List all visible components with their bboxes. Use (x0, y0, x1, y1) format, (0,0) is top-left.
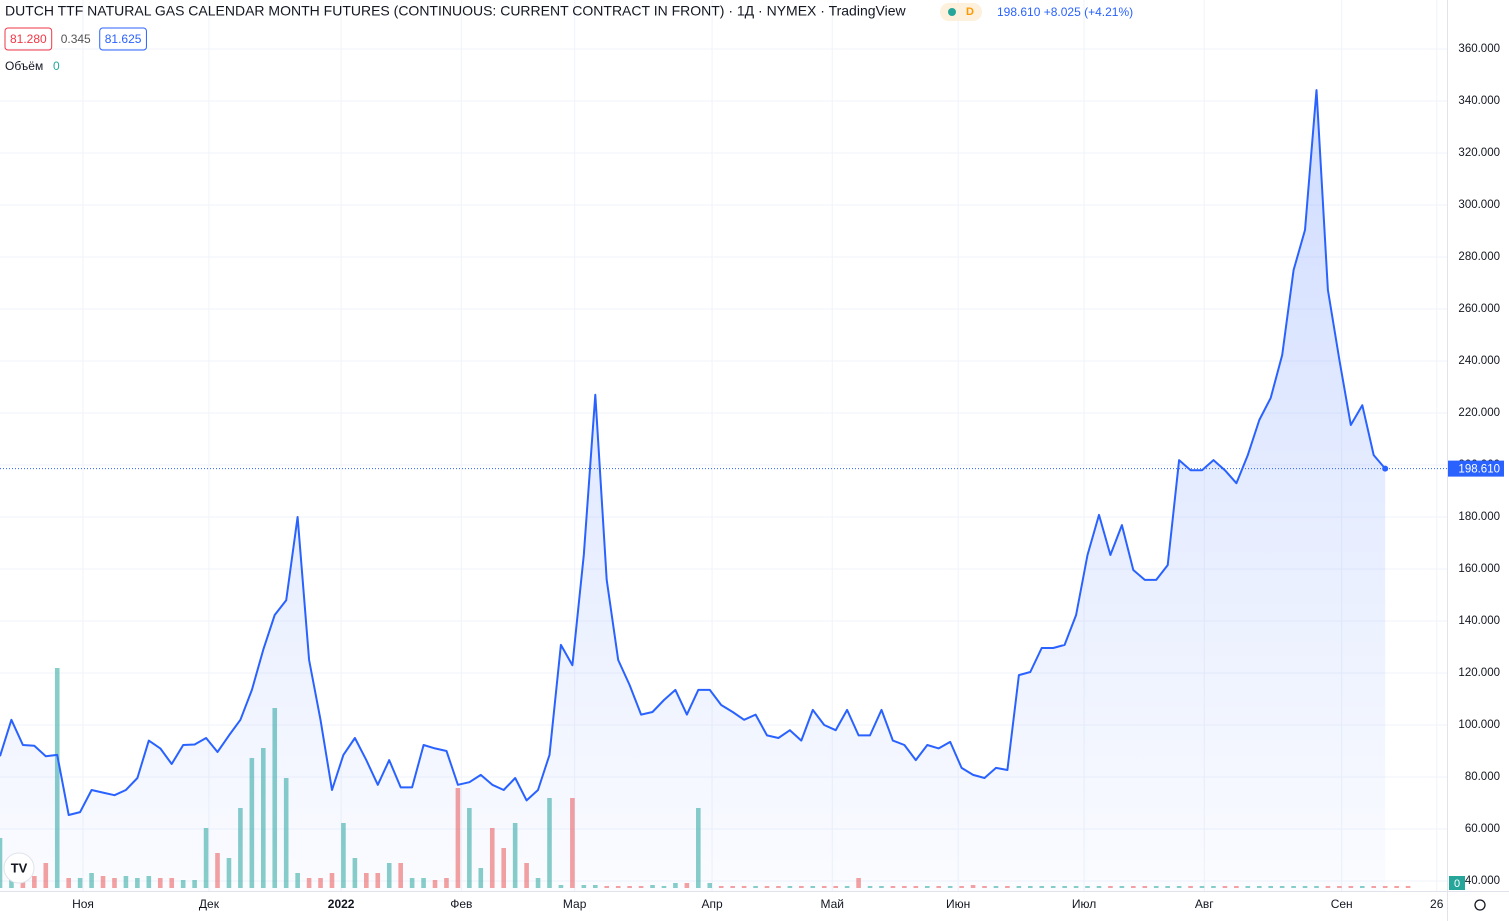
price-line (0, 89, 1386, 816)
y-tick-label: 180.000 (1458, 511, 1500, 523)
y-tick-label: 140.000 (1458, 615, 1500, 627)
quote: 198.610 +8.025 (+4.21%) (997, 5, 1133, 19)
x-tick-label: Май (820, 897, 844, 911)
legend-value: 81.280 (10, 32, 47, 46)
y-tick-label: 260.000 (1458, 303, 1500, 315)
y-tick-label: 240.000 (1458, 355, 1500, 367)
tv-logo: TV (3, 852, 35, 884)
y-tick-label: 320.000 (1458, 147, 1500, 159)
price-area (0, 90, 1386, 892)
y-tick-label: 280.000 (1458, 251, 1500, 263)
legend-value: 0.345 (61, 32, 91, 46)
chart-title: DUTCH TTF NATURAL GAS CALENDAR MONTH FUT… (5, 3, 907, 19)
settings-icon[interactable] (1474, 899, 1486, 911)
volume-value: 0 (53, 59, 60, 73)
last-point (1382, 465, 1389, 472)
volume-bar (1405, 886, 1411, 888)
header: DUTCH TTF NATURAL GAS CALENDAR MONTH FUT… (4, 3, 1133, 73)
legend-box (99, 27, 147, 51)
y-tick-label: 160.000 (1458, 563, 1500, 575)
y-tick-label: 340.000 (1458, 95, 1500, 107)
x-tick-label: Июл (1072, 897, 1096, 911)
last-price-label: 198.610 (1458, 464, 1500, 476)
x-tick-label: Апр (701, 897, 723, 911)
x-tick-label: 26 (1430, 897, 1444, 911)
y-tick-label: 80.000 (1465, 771, 1500, 783)
y-tick-label: 300.000 (1458, 199, 1500, 211)
svg-text:TV: TV (11, 860, 28, 875)
y-tick-label: 60.000 (1465, 823, 1500, 835)
y-tick-label: 40.000 (1465, 875, 1500, 887)
volume-badge-box (1449, 876, 1465, 890)
y-tick-label: 220.000 (1458, 407, 1500, 419)
y-tick-label: 100.000 (1458, 719, 1500, 731)
axes: 40.000 60.000 80.000 100.000 120.000 140.000 1… (72, 43, 1504, 911)
x-tick-label: Дек (199, 897, 220, 911)
x-tick-label: 2022 (328, 897, 355, 911)
y-tick-label: 120.000 (1458, 667, 1500, 679)
x-tick-label: Ноя (72, 897, 94, 911)
x-tick-label: Сен (1331, 897, 1353, 911)
y-tick-label: 360.000 (1458, 43, 1500, 55)
legend-box (4, 27, 53, 51)
market-status (948, 8, 956, 16)
x-tick-label: Авг (1195, 897, 1214, 911)
legend-value: 81.625 (105, 32, 142, 46)
x-tick-label: Мар (563, 897, 587, 911)
badge: D (966, 6, 974, 18)
price-layer (0, 89, 1447, 892)
status-pill (940, 3, 982, 21)
x-tick-label: Фев (450, 897, 472, 911)
volume-badge: 0 (1454, 878, 1460, 890)
volume-bar (1394, 886, 1399, 888)
x-tick-label: Июн (946, 897, 970, 911)
last-price-tag (1448, 460, 1504, 477)
volume-label: Объём (5, 59, 43, 73)
